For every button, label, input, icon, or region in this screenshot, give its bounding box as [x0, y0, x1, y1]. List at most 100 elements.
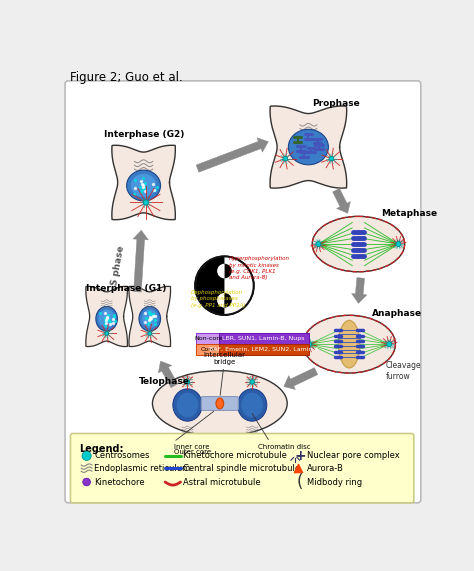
Point	[106, 318, 114, 327]
Text: Nuclear pore complex: Nuclear pore complex	[307, 451, 400, 460]
Ellipse shape	[303, 315, 395, 373]
Point	[150, 309, 157, 319]
Point	[152, 185, 159, 194]
Text: Core: Core	[201, 347, 216, 352]
Polygon shape	[133, 230, 148, 292]
Polygon shape	[112, 145, 175, 220]
Point	[150, 185, 158, 194]
Point	[106, 315, 113, 324]
Wedge shape	[225, 256, 254, 315]
Point	[145, 317, 153, 327]
Ellipse shape	[142, 309, 158, 328]
Ellipse shape	[153, 371, 287, 436]
Point	[141, 183, 148, 192]
Ellipse shape	[99, 309, 115, 328]
Circle shape	[250, 380, 255, 384]
Point	[103, 312, 110, 321]
Ellipse shape	[131, 174, 156, 197]
Point	[138, 180, 146, 189]
Ellipse shape	[288, 130, 328, 165]
FancyBboxPatch shape	[219, 344, 309, 355]
Point	[152, 316, 159, 325]
Point	[149, 311, 157, 320]
Text: Telophase: Telophase	[139, 376, 190, 385]
Point	[147, 313, 155, 322]
Ellipse shape	[237, 389, 267, 421]
Polygon shape	[333, 188, 350, 214]
Point	[294, 464, 302, 473]
Point	[146, 315, 154, 324]
Point	[147, 315, 155, 324]
Point	[111, 316, 118, 325]
Text: Interphase (G2): Interphase (G2)	[103, 130, 184, 139]
Point	[136, 183, 144, 192]
FancyBboxPatch shape	[71, 433, 414, 503]
Point	[109, 315, 117, 324]
Point	[102, 315, 110, 324]
FancyBboxPatch shape	[219, 333, 309, 344]
Polygon shape	[158, 361, 178, 388]
Circle shape	[83, 478, 91, 486]
Point	[102, 321, 110, 330]
Text: Inner core: Inner core	[173, 444, 209, 449]
Point	[137, 187, 145, 196]
Ellipse shape	[127, 170, 161, 201]
Text: Endoplasmic reticulum: Endoplasmic reticulum	[94, 464, 191, 473]
Circle shape	[105, 332, 109, 335]
Text: Chromatin disc: Chromatin disc	[258, 444, 311, 449]
Point	[101, 308, 109, 317]
Point	[110, 313, 118, 322]
Text: Hyperphosphorylation
by mitotic kinases
(e.g. CDK1, PLK1
and Aurora-B): Hyperphosphorylation by mitotic kinases …	[229, 256, 290, 280]
Text: Interphase (G1): Interphase (G1)	[86, 284, 166, 293]
Text: LBR, SUN1, Lamin-B, Nups: LBR, SUN1, Lamin-B, Nups	[222, 336, 305, 341]
Ellipse shape	[338, 320, 360, 368]
Circle shape	[316, 242, 321, 247]
FancyBboxPatch shape	[196, 344, 220, 355]
Point	[101, 313, 109, 323]
Circle shape	[195, 256, 254, 315]
Polygon shape	[129, 287, 171, 347]
Point	[138, 180, 146, 189]
Point	[103, 313, 110, 323]
Text: +: +	[294, 449, 306, 463]
Text: Non-core: Non-core	[194, 336, 223, 341]
Text: BAF, Emerin, LEM2, SUN2, Lamin-A: BAF, Emerin, LEM2, SUN2, Lamin-A	[209, 347, 319, 352]
Text: Kinetochore microtubule: Kinetochore microtubule	[183, 451, 287, 460]
Point	[152, 311, 159, 320]
Point	[104, 311, 112, 320]
Point	[142, 308, 149, 317]
Point	[131, 183, 138, 192]
Ellipse shape	[139, 307, 161, 331]
Point	[146, 316, 153, 325]
Polygon shape	[270, 106, 346, 188]
Circle shape	[283, 156, 288, 161]
Point	[146, 313, 154, 322]
FancyBboxPatch shape	[201, 396, 238, 411]
Point	[110, 311, 118, 320]
Point	[151, 319, 158, 328]
Point	[141, 317, 149, 327]
Text: Astral microtubule: Astral microtubule	[183, 477, 261, 486]
FancyBboxPatch shape	[196, 333, 220, 344]
Point	[139, 180, 147, 190]
Text: Midbody ring: Midbody ring	[307, 477, 362, 486]
Text: Intercellular
bridge: Intercellular bridge	[203, 352, 246, 365]
Text: Aurora-B: Aurora-B	[307, 464, 344, 473]
Ellipse shape	[312, 216, 405, 272]
Text: Cleavage
furrow: Cleavage furrow	[385, 361, 421, 380]
Point	[101, 316, 109, 325]
Polygon shape	[196, 138, 268, 172]
Text: Dephosphorylation
by phosphatases
(e.g. PP1 and PP2A): Dephosphorylation by phosphatases (e.g. …	[191, 290, 245, 308]
Circle shape	[307, 341, 311, 347]
Ellipse shape	[241, 393, 263, 417]
Polygon shape	[352, 278, 367, 303]
Circle shape	[185, 380, 190, 384]
Ellipse shape	[96, 307, 118, 331]
Text: Kinetochore: Kinetochore	[94, 477, 145, 486]
Text: Centrosomes: Centrosomes	[94, 451, 150, 460]
Wedge shape	[225, 293, 232, 308]
Point	[96, 309, 103, 318]
Point	[141, 183, 149, 192]
Circle shape	[82, 451, 91, 460]
Text: Metaphase: Metaphase	[382, 210, 438, 219]
